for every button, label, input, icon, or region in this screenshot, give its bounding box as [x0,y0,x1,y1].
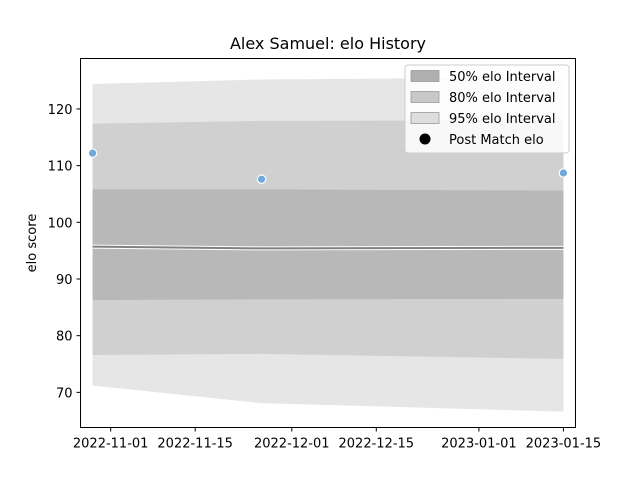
y-tick-label: 120 [48,103,73,118]
y-tick-label: 70 [56,386,73,401]
x-tick-label: 2023-01-01 [441,437,517,452]
legend-label: Post Match elo [449,133,544,148]
legend-marker [419,133,431,145]
legend-label: 50% elo Interval [449,70,556,85]
post-match-point-1 [87,148,98,158]
x-tick-label: 2022-12-15 [339,437,415,452]
legend-swatch [410,112,440,124]
x-tick-label: 2022-11-01 [73,437,149,452]
y-tick-label: 100 [48,216,73,231]
post-match-point-2 [256,174,267,185]
legend-label: 80% elo Interval [449,91,556,106]
x-tick-label: 2023-01-15 [526,437,602,452]
x-tick-label: 2022-11-15 [157,437,233,452]
plot-area [87,77,569,412]
band-50-percent [92,189,564,300]
x-tick-label: 2022-12-01 [254,437,330,452]
axes: 70 80 90 100 110 120 2022-11-01 2022-11-15 2022-… [48,103,602,452]
legend-box [404,64,570,154]
legend: 50% elo Interval 80% elo Interval 95% elo … [404,64,570,154]
chart-title: Alex Samuel: elo History [230,34,426,53]
y-tick-label: 80 [56,330,73,345]
y-axis-label: elo score [25,214,40,273]
y-tick-label: 110 [48,160,73,175]
legend-swatch [410,70,440,82]
post-match-point-3 [558,168,569,178]
y-tick-label: 90 [56,273,73,288]
plot-frame [80,58,576,428]
mean-line [92,245,564,250]
legend-label: 95% elo Interval [449,112,556,127]
legend-swatch [410,91,440,103]
